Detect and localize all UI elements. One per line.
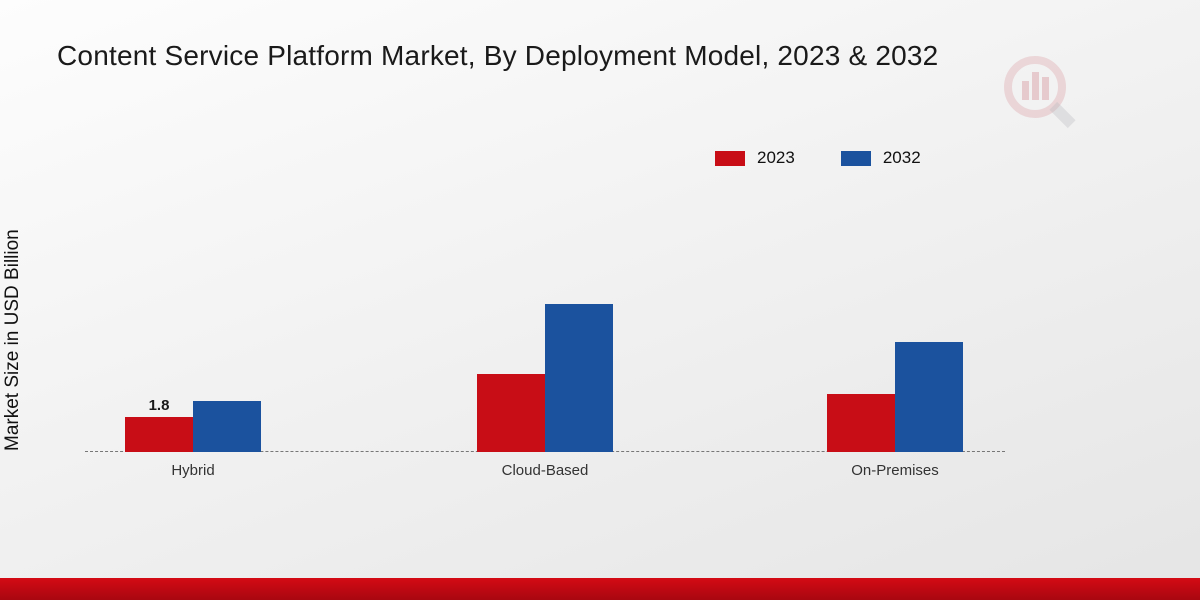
plot-area: 1.8 Hybrid Cloud-Based On-Premises (85, 250, 1005, 479)
bar-wrap-2023-hybrid: 1.8 (125, 397, 193, 452)
y-axis-label: Market Size in USD Billion (2, 229, 23, 451)
bar-2023-on-premises (827, 394, 895, 452)
bar-2032-on-premises (895, 342, 963, 452)
chart-title: Content Service Platform Market, By Depl… (57, 40, 939, 71)
bar-wrap-2023-cloud-based (477, 374, 545, 452)
bar-wrap-2032-on-premises (895, 342, 963, 452)
bar-group-on-premises: On-Premises (827, 342, 963, 479)
bar-wrap-2023-on-premises (827, 394, 895, 452)
watermark-logo (1004, 56, 1076, 129)
category-label-hybrid: Hybrid (171, 462, 215, 479)
bar-2032-hybrid (193, 401, 261, 452)
bar-wrap-2032-cloud-based (545, 304, 613, 452)
legend-label-2032: 2032 (882, 148, 921, 167)
legend: 2023 2032 (715, 148, 921, 168)
legend-item-2032: 2032 (840, 148, 921, 168)
bottom-red-band (0, 578, 1200, 600)
bar-2023-cloud-based (477, 374, 545, 452)
bar-value-label-2023-hybrid: 1.8 (148, 397, 170, 414)
bar-group-hybrid: 1.8 Hybrid (125, 397, 261, 479)
legend-swatch-2032 (840, 150, 871, 166)
bar-group-cloud-based: Cloud-Based (477, 304, 613, 479)
legend-label-2023: 2023 (757, 148, 795, 167)
category-label-cloud-based: Cloud-Based (501, 462, 589, 479)
category-label-on-premises: On-Premises (851, 462, 939, 479)
legend-swatch-2023 (715, 150, 745, 166)
bar-2032-cloud-based (545, 304, 613, 452)
legend-item-2023: 2023 (715, 148, 795, 168)
bar-2023-hybrid (125, 417, 193, 452)
bar-wrap-2032-hybrid (193, 401, 261, 452)
